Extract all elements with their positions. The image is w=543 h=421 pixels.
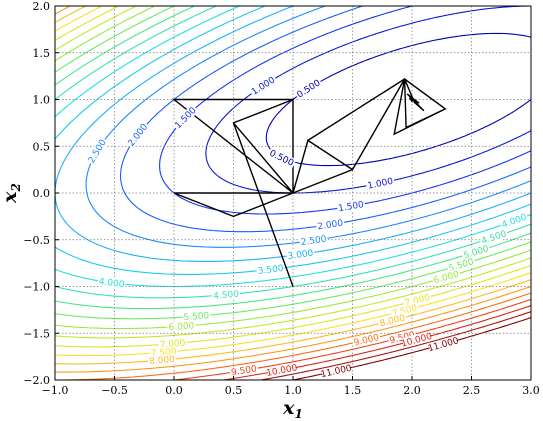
contour-label: 1.000	[367, 177, 395, 192]
contour-level-5	[55, 6, 531, 310]
x-tick-label: 2.5	[463, 384, 481, 397]
contour-label-bg	[285, 247, 315, 262]
contour-level-8	[55, 6, 531, 365]
y-axis-title: x2	[0, 183, 23, 204]
contour-label: 4.000	[501, 213, 529, 231]
contour-label-bg	[181, 310, 211, 323]
contour-label-bg	[248, 73, 278, 98]
contour-label: 4.000	[98, 277, 125, 290]
y-tick-label: 0.0	[33, 187, 51, 200]
contour-label-bg	[351, 331, 382, 348]
contour-level-2	[119, 6, 531, 233]
contour-label-bg	[461, 242, 491, 261]
y-tick-label: −1.5	[23, 327, 50, 340]
y-tick-label: −1.0	[23, 281, 50, 294]
x-tick-label: 1.5	[344, 384, 362, 397]
y-tick-label: 1.5	[33, 47, 51, 60]
x-tick-label: −1.0	[42, 384, 69, 397]
contour-label-bg	[167, 320, 196, 333]
contour-label-bg	[336, 198, 366, 214]
contour-level-8-5	[55, 6, 531, 373]
contour-label-bg	[97, 275, 127, 290]
contour-label: 11.000	[320, 364, 353, 381]
y-tick-label: 1.0	[33, 94, 51, 107]
contour-label-bg	[266, 147, 297, 169]
contour-label: 2.500	[300, 235, 327, 249]
contour-level-6-5	[55, 6, 531, 339]
x-tick-label: 2.0	[403, 384, 421, 397]
x-tick-label: 1.0	[284, 384, 302, 397]
simplex-trajectory	[171, 77, 447, 287]
contour-level-9	[55, 292, 531, 380]
y-tick-label: 2.0	[33, 0, 51, 13]
contour-level-0-5	[265, 32, 531, 167]
contour-level-1	[205, 6, 531, 194]
contour-label: 3.000	[287, 249, 314, 263]
contour-level-1-5	[159, 6, 531, 215]
contour-label-bg	[446, 255, 476, 274]
contour-level-9-5	[173, 298, 531, 380]
contour-label: 5.500	[183, 311, 210, 323]
x-tick-label: −0.5	[101, 384, 128, 397]
contour-label-bg	[267, 362, 297, 378]
contour-label: 4.500	[213, 290, 240, 302]
y-tick-label: −2.0	[23, 374, 50, 387]
contour-level-4-5	[55, 6, 531, 299]
contour-label-bg	[499, 211, 529, 231]
x-tick-label: 0.5	[225, 384, 243, 397]
axis-ticks: −1.0 −0.5 0.0 0.5 1.0 1.5 2.0 2.5 3.0 −2.0 −1.5 −1.…	[23, 0, 539, 397]
contour-label: 3.500	[257, 264, 284, 277]
y-tick-label: −0.5	[23, 234, 50, 247]
x-axis-title: x1	[282, 397, 303, 421]
contour-label: 9.500	[231, 364, 258, 378]
contour-level-3-5	[55, 6, 531, 275]
contour-label-bg	[293, 76, 323, 101]
contour-label-bg	[171, 104, 199, 132]
contour-label-bg	[211, 288, 241, 301]
contour-label: 2.500	[87, 138, 109, 166]
contour-lines	[55, 6, 531, 380]
contour-label: 2.000	[127, 122, 151, 149]
contour-label-bg	[431, 268, 462, 286]
contour-label: 2.000	[317, 219, 344, 233]
contour-label: 0.500	[268, 149, 296, 169]
contour-label: 1.500	[338, 200, 365, 214]
x-tick-label: 3.0	[522, 384, 540, 397]
contour-level-3	[55, 6, 531, 262]
contour-level-7	[55, 6, 531, 348]
contour-level-4	[55, 6, 531, 288]
contour-label: 6.000	[168, 321, 195, 333]
contour-label-bg	[321, 363, 351, 379]
contour-level-7-5	[55, 6, 531, 357]
contour-label-bg	[365, 175, 396, 191]
contour-level-2-5	[85, 6, 531, 248]
contour-label-bg	[229, 363, 259, 378]
contour-label: 1.000	[250, 75, 277, 97]
contour-level-5-5	[55, 6, 531, 320]
contour-label: 8.000	[149, 355, 176, 367]
x-tick-label: 0.0	[165, 384, 183, 397]
contour-label-bg	[401, 331, 432, 349]
contour-label: 0.500	[295, 78, 322, 101]
contour-label-bg	[315, 217, 345, 232]
y-tick-label: 0.5	[33, 140, 51, 153]
contour-label-bg	[147, 353, 177, 367]
contour-label-bg	[428, 335, 459, 353]
contour-label-bg	[478, 227, 509, 247]
contour-label-bg	[85, 136, 109, 166]
contour-label-bg	[158, 337, 187, 350]
contour-label-bg	[387, 329, 417, 346]
contour-labels: 0.5000.5001.0001.0001.5001.5002.0002.000…	[85, 73, 529, 381]
contour-label-bg	[256, 262, 286, 276]
contour-label-bg	[377, 312, 408, 329]
contour-label-bg	[299, 233, 329, 248]
contour-label-bg	[125, 120, 151, 150]
simplex-path	[171, 77, 447, 287]
